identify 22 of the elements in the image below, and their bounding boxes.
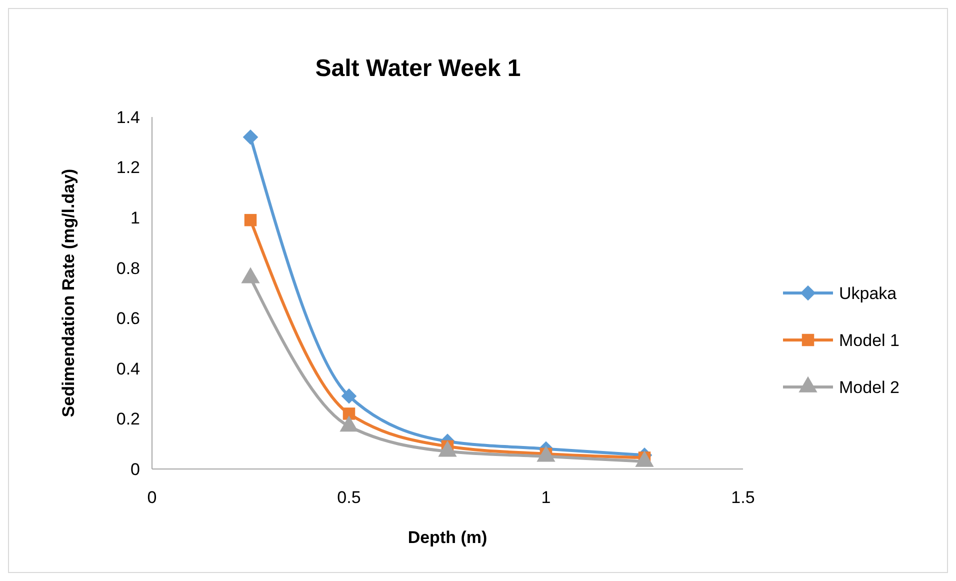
x-tick-label: 1.5 [731,488,755,507]
x-tick-label: 0.5 [337,488,361,507]
y-tick-label: 1.2 [116,158,140,178]
x-axis-title: Depth (m) [408,528,488,547]
y-tick-label: 1 [130,208,140,228]
legend-label: Model 2 [839,378,900,397]
y-tick-label: 0.2 [116,410,140,429]
legend-label: Model 1 [839,330,900,350]
x-tick-label: 1 [541,488,551,507]
y-tick-label: 0.8 [116,258,140,278]
y-tick-label: 1.4 [116,108,140,127]
chart-title: Salt Water Week 1 [315,55,521,82]
x-tick-label: 0 [147,488,157,507]
y-axis-title: Sedimendation Rate (mg/l.day) [59,168,78,418]
point [341,388,357,404]
point [342,408,356,420]
y-tick-label: 0.4 [116,359,140,378]
point [242,129,258,145]
y-tick-label: 0 [130,460,140,479]
y-tick-label: 0.6 [116,309,140,328]
point [244,214,257,226]
legend-label: Ukpaka [839,284,898,303]
